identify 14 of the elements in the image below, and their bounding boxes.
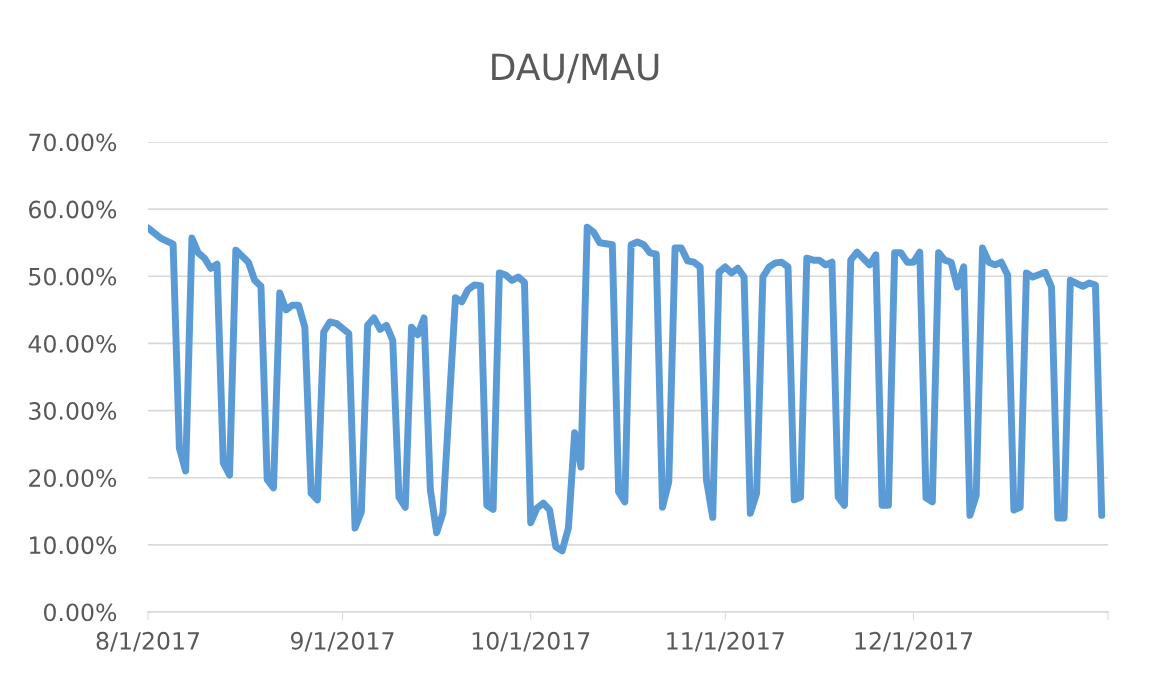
x-tick-label: 11/1/2017: [667, 631, 784, 652]
y-tick-label: 70.00%: [29, 133, 117, 152]
y-tick-label: 30.00%: [29, 402, 117, 420]
x-tick-label: 12/1/2017: [855, 631, 972, 652]
y-tick-label: 10.00%: [30, 536, 117, 555]
x-tick-label: 10/1/2017: [472, 631, 590, 652]
y-tick-label: 0.00%: [44, 603, 117, 622]
y-tick-label: 60.00%: [29, 200, 117, 219]
y-tick-label: 50.00%: [29, 267, 117, 286]
chart-title: DAU/MAU: [492, 53, 659, 84]
x-tick-label: 9/1/2017: [290, 631, 394, 652]
y-tick-label: 40.00%: [28, 334, 117, 353]
y-tick-label: 20.00%: [29, 469, 117, 488]
x-tick-label: 8/1/2017: [96, 631, 199, 652]
